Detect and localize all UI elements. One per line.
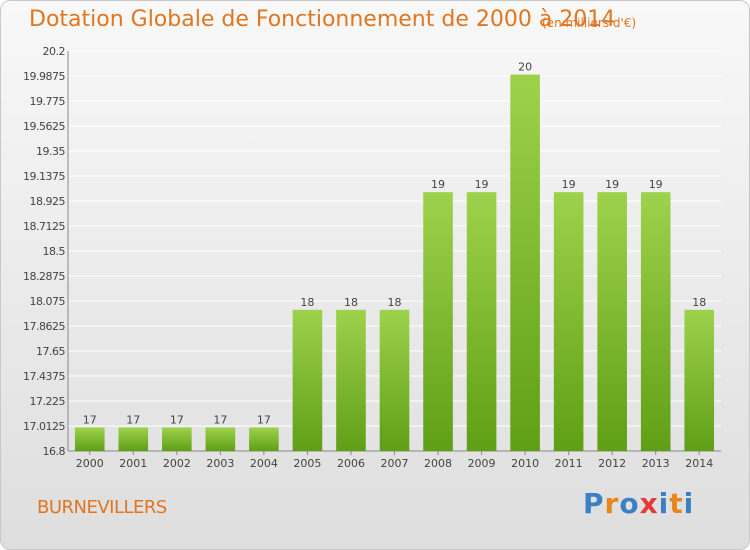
bar xyxy=(118,427,149,451)
logo-letter: r xyxy=(604,487,620,520)
bar xyxy=(684,309,715,451)
x-tick-label: 2012 xyxy=(598,457,626,470)
y-tick-label: 17.225 xyxy=(30,395,66,408)
x-tick-label: 2013 xyxy=(642,457,670,470)
y-tick-label: 19.9875 xyxy=(23,70,65,83)
bar-value-label: 19 xyxy=(562,178,576,191)
x-tick-label: 2006 xyxy=(337,457,365,470)
y-tick-label: 17.4375 xyxy=(23,370,65,383)
y-tick-label: 20.2 xyxy=(43,45,66,58)
y-tick-label: 19.1375 xyxy=(23,170,65,183)
bar-value-label: 20 xyxy=(518,61,532,74)
bar-value-label: 18 xyxy=(692,296,706,309)
bar xyxy=(597,192,627,452)
bar-value-label: 18 xyxy=(344,296,358,309)
y-tick-label: 17.8625 xyxy=(23,320,65,333)
chart-title: Dotation Globale de Fonctionnement de 20… xyxy=(29,7,616,32)
bar-value-label: 18 xyxy=(300,296,314,309)
y-tick-label: 18.5 xyxy=(43,245,66,258)
logo-letter: x xyxy=(639,487,659,520)
logo-letter: t xyxy=(669,487,684,520)
y-tick-label: 19.775 xyxy=(30,95,66,108)
bar-value-label: 19 xyxy=(649,178,663,191)
y-tick-label: 19.35 xyxy=(36,145,65,158)
x-tick-label: 2002 xyxy=(163,457,191,470)
y-tick-label: 19.5625 xyxy=(23,120,65,133)
bar-value-label: 18 xyxy=(388,296,402,309)
bar-value-label: 17 xyxy=(83,413,97,426)
proxiti-logo: Proxiti xyxy=(583,487,694,520)
unit-note: (en milliers d'€) xyxy=(542,16,637,30)
bar-value-label: 17 xyxy=(257,413,271,426)
bar xyxy=(205,427,236,451)
bar xyxy=(640,192,671,452)
x-tick-label: 2001 xyxy=(119,457,147,470)
y-tick-label: 18.925 xyxy=(30,195,66,208)
bar xyxy=(74,427,105,451)
bar xyxy=(553,192,584,452)
y-tick-label: 17.0125 xyxy=(23,420,65,433)
bar xyxy=(423,192,453,452)
logo-letter: i xyxy=(658,487,670,520)
x-tick-label: 2003 xyxy=(206,457,234,470)
logo-letter: P xyxy=(583,487,605,520)
bar xyxy=(466,192,497,452)
bar xyxy=(162,427,192,451)
x-tick-label: 2000 xyxy=(76,457,104,470)
bar xyxy=(292,309,323,451)
bar-value-label: 19 xyxy=(475,178,489,191)
y-tick-label: 18.7125 xyxy=(23,220,65,233)
bar xyxy=(510,74,540,451)
logo-letter: o xyxy=(619,487,640,520)
bar xyxy=(336,309,366,451)
x-tick-label: 2005 xyxy=(293,457,321,470)
y-tick-label: 18.075 xyxy=(30,295,66,308)
logo-letter: i xyxy=(683,487,695,520)
bar-value-label: 19 xyxy=(605,178,619,191)
y-tick-label: 18.2875 xyxy=(23,270,65,283)
bar xyxy=(379,309,410,451)
bar-value-label: 17 xyxy=(213,413,227,426)
bar-value-label: 19 xyxy=(431,178,445,191)
bar-value-label: 17 xyxy=(126,413,140,426)
y-tick-label: 16.8 xyxy=(43,445,66,458)
bar xyxy=(249,427,279,451)
bar-value-label: 17 xyxy=(170,413,184,426)
x-tick-label: 2010 xyxy=(511,457,539,470)
x-tick-label: 2007 xyxy=(381,457,409,470)
x-tick-label: 2014 xyxy=(685,457,713,470)
x-tick-label: 2011 xyxy=(555,457,583,470)
x-tick-label: 2004 xyxy=(250,457,278,470)
x-tick-label: 2008 xyxy=(424,457,452,470)
x-tick-label: 2009 xyxy=(468,457,496,470)
commune-name: BURNEVILLERS xyxy=(37,497,167,518)
y-tick-label: 17.65 xyxy=(36,345,65,358)
